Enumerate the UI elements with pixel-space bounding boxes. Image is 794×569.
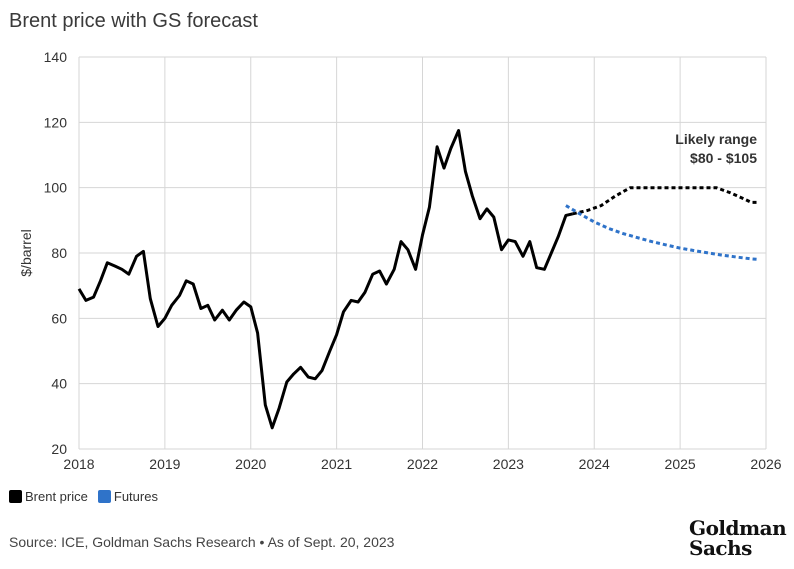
- logo-line-1: Goldman: [689, 516, 787, 540]
- y-tick-20: 20: [51, 441, 67, 457]
- x-tick-2020: 2020: [235, 456, 266, 472]
- y-tick-60: 60: [51, 310, 67, 326]
- annotation-line-2: $80 - $105: [690, 150, 757, 166]
- legend-item-futures: Futures: [97, 489, 158, 504]
- x-tick-2023: 2023: [493, 456, 524, 472]
- y-tick-labels: 20 40 60 80 100 120 140: [44, 49, 68, 457]
- chart-title: Brent price with GS forecast: [9, 10, 258, 32]
- goldman-sachs-logo: Goldman Sachs: [689, 516, 787, 560]
- y-tick-40: 40: [51, 376, 67, 392]
- legend-label-futures: Futures: [113, 489, 158, 504]
- x-tick-2024: 2024: [579, 456, 610, 472]
- x-tick-2018: 2018: [63, 456, 94, 472]
- legend-item-brent: Brent price: [9, 489, 88, 504]
- series-line-brent-price: [77, 129, 574, 430]
- x-tick-labels: 2018 2019 2020 2021 2022 2023 2024 2025 2026: [63, 456, 781, 472]
- y-tick-140: 140: [44, 49, 68, 65]
- series-line-gs-forecast: [572, 186, 760, 216]
- series-lines: [77, 129, 760, 430]
- x-tick-2021: 2021: [321, 456, 352, 472]
- logo-line-2: Sachs: [689, 536, 752, 560]
- y-axis-label: $/barrel: [18, 229, 34, 276]
- x-tick-2025: 2025: [665, 456, 696, 472]
- annotation-line-1: Likely range: [675, 131, 757, 147]
- source-note: Source: ICE, Goldman Sachs Research • As…: [9, 534, 395, 550]
- series-line-futures: [565, 204, 760, 261]
- x-tick-2019: 2019: [149, 456, 180, 472]
- x-tick-2026: 2026: [750, 456, 781, 472]
- x-tick-2022: 2022: [407, 456, 438, 472]
- y-tick-120: 120: [44, 114, 68, 130]
- y-tick-80: 80: [51, 245, 67, 261]
- legend-swatch-brent: [9, 490, 22, 503]
- legend-label-brent: Brent price: [25, 489, 88, 504]
- legend-swatch-futures: [97, 490, 111, 503]
- legend: Brent price Futures: [9, 489, 168, 504]
- y-tick-100: 100: [44, 180, 68, 196]
- gridlines: [78, 56, 767, 450]
